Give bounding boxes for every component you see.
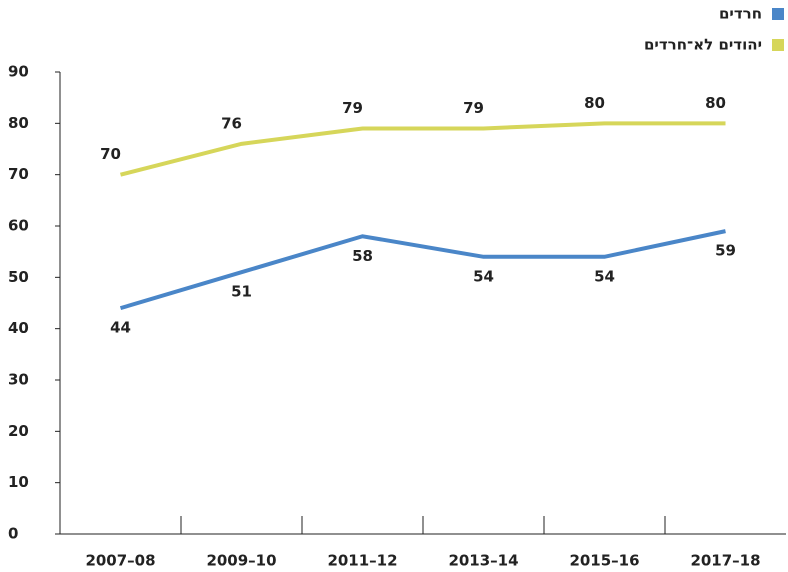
data-label: 54 xyxy=(594,267,615,285)
x-tick-label: 2009–10 xyxy=(206,552,276,570)
y-tick-label: 10 xyxy=(8,473,29,491)
y-tick-label: 40 xyxy=(8,319,29,337)
x-tick-label: 2007–08 xyxy=(85,552,155,570)
legend-swatch xyxy=(772,39,784,51)
series-line xyxy=(120,121,726,177)
legend-label: חרדים xyxy=(719,5,762,23)
data-label: 54 xyxy=(473,267,494,285)
y-tick-label: 0 xyxy=(8,525,18,543)
x-tick-label: 2017–18 xyxy=(690,552,760,570)
y-tick-label: 20 xyxy=(8,422,29,440)
y-tick-label: 80 xyxy=(8,114,29,132)
y-tick-label: 70 xyxy=(8,165,29,183)
x-tick-label: 2011–12 xyxy=(327,552,397,570)
x-tick-label: 2015–16 xyxy=(569,552,639,570)
y-tick-label: 90 xyxy=(8,63,29,81)
y-tick-label: 60 xyxy=(8,217,29,235)
data-label: 79 xyxy=(463,99,484,117)
series-line xyxy=(119,229,726,311)
legend-label: יהודים לא־חרדים xyxy=(644,36,762,54)
data-label: 80 xyxy=(705,94,726,112)
data-label: 59 xyxy=(715,242,736,260)
y-tick-label: 50 xyxy=(8,268,29,286)
data-label: 70 xyxy=(100,145,121,163)
data-label: 79 xyxy=(342,99,363,117)
data-label: 51 xyxy=(231,283,252,301)
data-label: 76 xyxy=(221,114,242,132)
y-tick-label: 30 xyxy=(8,371,29,389)
x-tick-label: 2013–14 xyxy=(448,552,518,570)
data-label: 80 xyxy=(584,94,605,112)
data-label: 58 xyxy=(352,247,373,265)
legend-swatch xyxy=(772,8,784,20)
data-label: 44 xyxy=(110,319,131,337)
